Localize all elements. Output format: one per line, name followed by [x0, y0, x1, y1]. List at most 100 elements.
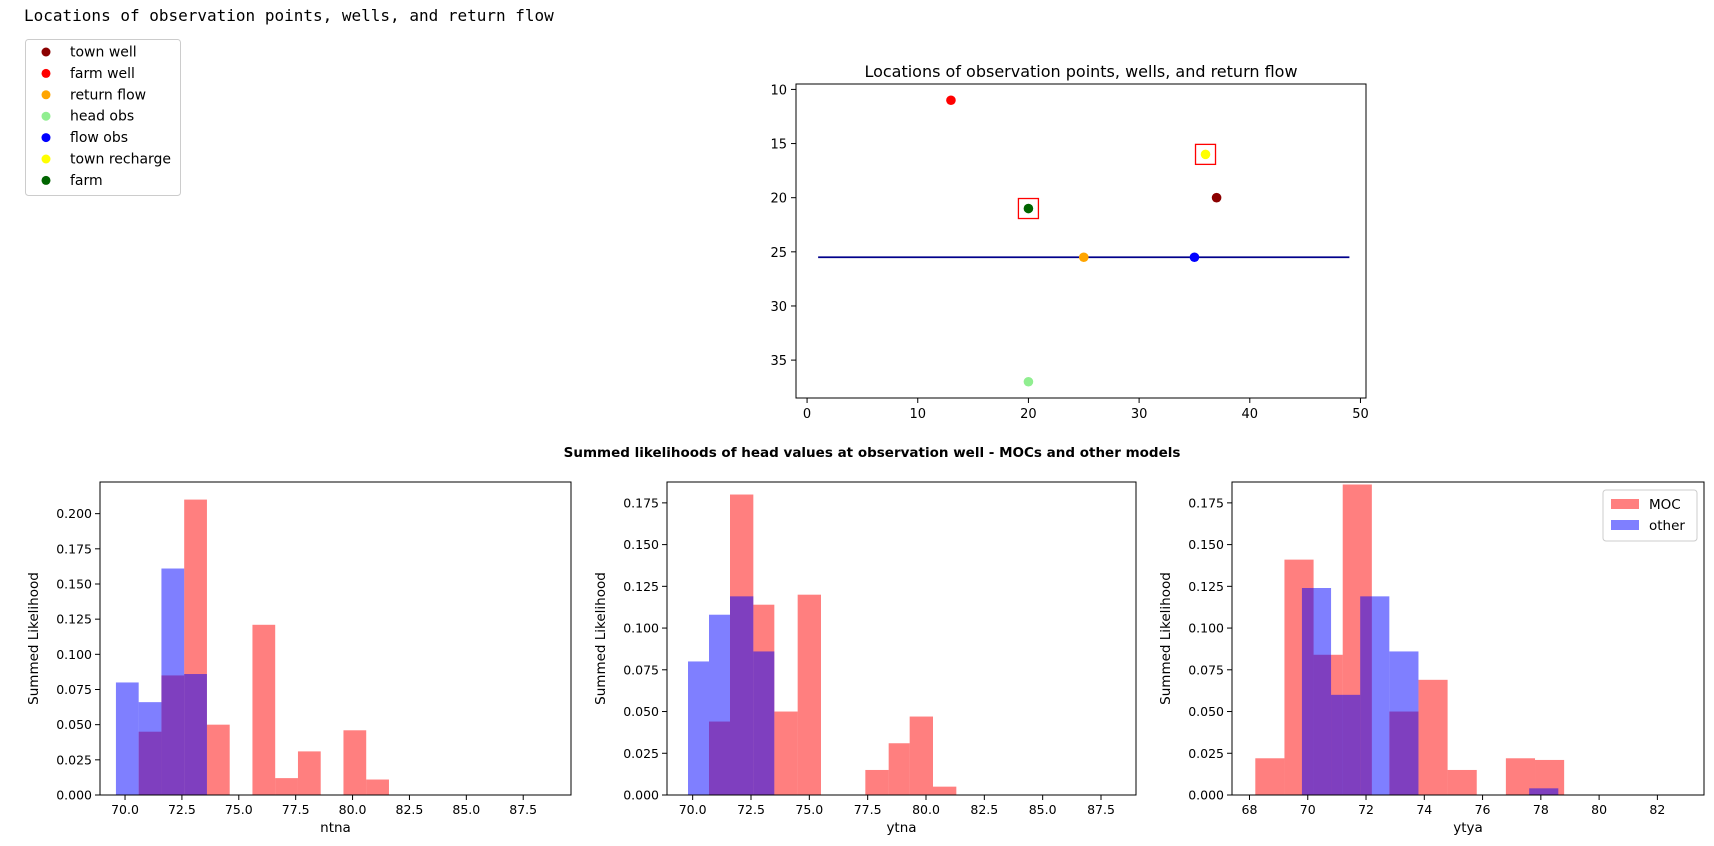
bar-moc: [909, 716, 933, 795]
y-tick-label: 0.125: [1188, 579, 1224, 594]
y-tick-label: 0.075: [1188, 662, 1224, 677]
legend-label: return flow: [70, 87, 146, 103]
x-axis-label: ytna: [886, 820, 916, 836]
legend-label: town recharge: [70, 152, 171, 168]
bar-other: [115, 682, 139, 795]
x-tick-label: 30: [1131, 407, 1148, 422]
x-tick-label: 80.0: [339, 802, 367, 817]
x-tick-label: 70: [1300, 802, 1316, 817]
x-tick-label: 40: [1242, 407, 1259, 422]
x-tick-label: 70.0: [679, 802, 707, 817]
location-map: Locations of observation points, wells, …: [770, 62, 1368, 422]
hist-legend-label: MOC: [1649, 497, 1681, 513]
bar-moc: [343, 730, 367, 795]
panel-frame: [666, 481, 1137, 796]
x-tick-label: 82: [1649, 802, 1665, 817]
x-tick-label: 70.0: [111, 802, 139, 817]
bar-moc: [865, 769, 889, 795]
y-tick-label: 0.175: [56, 541, 92, 556]
y-tick-label: 0.150: [56, 576, 92, 591]
y-axis-label: Summed Likelihood: [593, 572, 609, 705]
x-tick-label: 75.0: [795, 802, 823, 817]
bar-moc: [206, 724, 230, 795]
hist-legend-label: other: [1649, 518, 1685, 534]
bar-other: [1360, 596, 1390, 795]
legend-label: farm: [70, 173, 103, 189]
x-tick-label: 80: [1591, 802, 1607, 817]
y-tick-label: 0.000: [1188, 788, 1224, 803]
page-heading: Locations of observation points, wells, …: [24, 6, 554, 25]
hist-legend-swatch: [1611, 499, 1639, 509]
x-axis-label: ytya: [1453, 820, 1483, 836]
legend-marker: [41, 111, 51, 121]
y-tick-label: 0.025: [623, 746, 659, 761]
panel-frame: [99, 481, 572, 796]
bar-other: [730, 596, 754, 795]
bar-other: [1529, 788, 1559, 795]
y-tick-label: 15: [770, 138, 787, 153]
bar-moc: [1447, 769, 1477, 795]
bar-moc: [297, 751, 321, 795]
x-tick-label: 10: [909, 407, 926, 422]
bar-other: [138, 702, 162, 795]
point-town-recharge: [1200, 149, 1211, 160]
x-tick-label: 77.5: [282, 802, 310, 817]
x-tick-label: 85.0: [452, 802, 480, 817]
bar-moc: [774, 711, 798, 795]
bar-moc: [1418, 679, 1448, 795]
panel-frame: [1231, 481, 1705, 796]
bar-moc: [797, 594, 821, 795]
y-tick-label: 0.125: [623, 579, 659, 594]
y-tick-label: 30: [770, 300, 787, 315]
legend-label: flow obs: [70, 130, 128, 146]
x-tick-label: 87.5: [1087, 802, 1115, 817]
legend-label: head obs: [70, 109, 134, 125]
x-tick-label: 72.5: [168, 802, 196, 817]
x-tick-label: 85.0: [1029, 802, 1057, 817]
y-tick-label: 0.175: [1188, 495, 1224, 510]
hist-panel-ytya: 68 70 72 74 76 78 80 82 0.000 0.025 0.050 0.075 0.10…: [1158, 481, 1705, 836]
legend-label: town well: [70, 45, 137, 61]
point-head-obs: [1023, 376, 1034, 387]
highlight-box: [1194, 143, 1217, 166]
bar-moc: [1255, 758, 1285, 795]
hist-panel-ytna: 70.0 72.5 75.0 77.5 80.0 82.5 85.0 87.5 0.000 0.0…: [593, 481, 1137, 836]
x-axis-label: ntna: [320, 820, 351, 836]
hist-legend-swatch: [1611, 520, 1639, 530]
map-frame: [795, 83, 1367, 399]
hist-suptitle: Summed likelihoods of head values at obs…: [564, 445, 1181, 461]
x-tick-label: 0: [803, 407, 811, 422]
legend-label: farm well: [70, 66, 135, 82]
y-tick-label: 0.025: [56, 752, 92, 767]
legend-marker: [41, 47, 51, 57]
y-tick-label: 0.050: [623, 704, 659, 719]
x-tick-label: 82.5: [396, 802, 424, 817]
bar-moc: [366, 779, 389, 795]
x-tick-label: 78: [1533, 802, 1549, 817]
map-title: Locations of observation points, wells, …: [864, 62, 1297, 81]
y-tick-label: 0.050: [56, 717, 92, 732]
legend-marker: [41, 133, 51, 143]
y-tick-label: 0.000: [56, 788, 92, 803]
y-tick-label: 0.075: [623, 662, 659, 677]
bar-moc: [252, 624, 276, 795]
legend: town well farm well return flow head obs flo…: [25, 39, 181, 196]
point-town-well: [1211, 192, 1222, 203]
legend-marker: [41, 154, 51, 164]
bar-other: [184, 674, 207, 795]
x-tick-label: 77.5: [854, 802, 882, 817]
point-flow-obs: [1189, 252, 1200, 263]
highlight-box: [1017, 197, 1040, 220]
bar-other: [688, 661, 709, 795]
y-tick-label: 0.175: [623, 495, 659, 510]
legend-marker: [41, 175, 51, 185]
y-tick-label: 0.100: [623, 621, 659, 636]
x-tick-label: 75.0: [225, 802, 253, 817]
bar-moc: [933, 786, 957, 795]
x-tick-label: 72.5: [737, 802, 765, 817]
y-tick-label: 0.100: [1188, 621, 1224, 636]
hist-legend: MOC other: [1602, 489, 1698, 542]
x-tick-label: 87.5: [509, 802, 537, 817]
x-tick-label: 80.0: [912, 802, 940, 817]
